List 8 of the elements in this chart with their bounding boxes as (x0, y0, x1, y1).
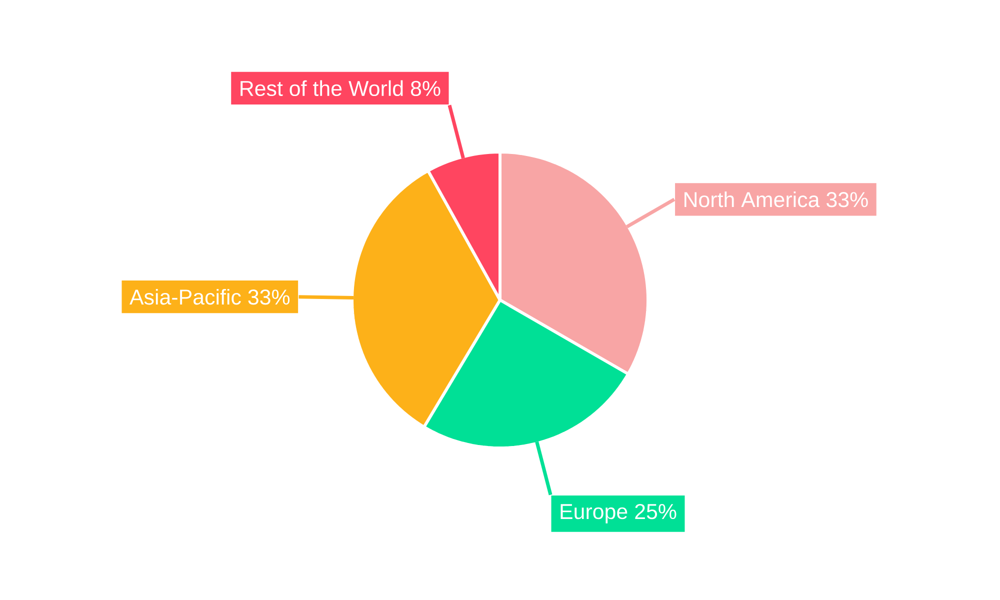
slice-label: Rest of the World (240, 80, 403, 96)
data-label: 33% (248, 289, 290, 305)
slice-label: Europe (560, 504, 628, 524)
data-label: 25% (635, 504, 676, 520)
slice-label: Asia-Pacific (130, 288, 241, 305)
slice-label: North America (684, 191, 820, 208)
data-label: 8% (410, 80, 440, 96)
data-label: 33% (826, 192, 868, 208)
